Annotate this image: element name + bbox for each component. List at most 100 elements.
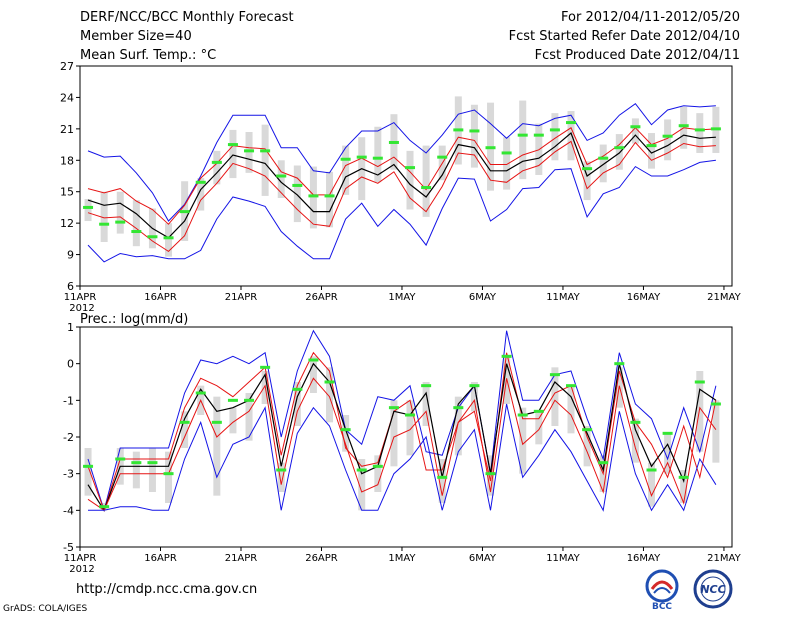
panel1-spread-box: [599, 144, 607, 183]
panel1-y-tick-label: 21: [60, 123, 74, 136]
panel2-marker: [308, 358, 319, 362]
panel1-spread-box: [648, 133, 656, 169]
panel2-spread-box: [84, 448, 92, 496]
panel1-marker: [131, 230, 142, 234]
panel1-marker: [614, 146, 625, 150]
panel2-spread-box: [454, 396, 462, 456]
panel2-marker: [340, 428, 351, 432]
panel2-spread-box: [342, 415, 350, 452]
panel1-marker: [598, 156, 609, 160]
panel2-title: Prec.: log(mm/d): [80, 312, 188, 327]
panel1-marker: [324, 194, 335, 198]
panel2-marker: [356, 468, 367, 472]
panel1-marker: [163, 236, 174, 240]
source-url[interactable]: http://cmdp.ncc.cma.gov.cn: [76, 582, 258, 597]
panel2-spread-box: [664, 433, 672, 474]
panel2-marker: [147, 461, 158, 465]
bcc-logo-text: BCC: [652, 602, 672, 611]
panel2-marker: [566, 384, 577, 388]
panel1-spread-box: [229, 129, 237, 179]
panel1-spread-box: [583, 161, 591, 201]
panel2-spread-box: [229, 407, 237, 434]
panel1-marker: [195, 180, 206, 184]
panel2-marker: [630, 420, 641, 424]
panel2-spread-box: [519, 407, 527, 474]
panel1-marker: [388, 140, 399, 144]
panel2-marker: [292, 387, 303, 391]
forecast-period-label: For 2012/04/11-2012/05/20: [561, 10, 740, 25]
panel2-x-tick-label: 16MAY: [627, 553, 661, 564]
panel1-spread-box: [374, 126, 382, 183]
panel1-spread-box: [519, 100, 527, 180]
panel2-marker: [421, 384, 432, 388]
panel2-marker: [598, 461, 609, 465]
panel2-y-tick-label: -3: [63, 468, 74, 481]
panel1-marker: [356, 155, 367, 159]
panel1-year-label: 2012: [69, 303, 94, 314]
panel1-spread-box: [132, 200, 140, 247]
panel2-y-tick-label: -5: [63, 541, 74, 554]
panel1-marker: [501, 151, 512, 155]
panel1-marker: [340, 157, 351, 161]
panel1-spread-box: [116, 191, 124, 234]
panel2-spread-box: [277, 462, 285, 492]
panel2-spread-box: [680, 470, 688, 503]
panel1-marker: [99, 222, 110, 226]
panel2-ensemble-min-line: [88, 403, 717, 512]
panel1-x-tick-label: 26APR: [305, 292, 338, 303]
panel1-spread-box: [551, 113, 559, 161]
chart-title: DERF/NCC/BCC Monthly Forecast: [80, 10, 294, 25]
panel2-marker: [710, 402, 721, 406]
panel2-marker: [260, 365, 271, 369]
panel1-spread-box: [470, 104, 478, 168]
panel2-spread-box: [293, 382, 301, 426]
panel1-marker: [83, 205, 94, 209]
panel1-spread-box: [245, 132, 253, 173]
produced-date-label: Fcst Produced Date 2012/04/11: [534, 48, 740, 63]
panel1-x-tick-label: 11MAY: [546, 292, 580, 303]
panel1-spread-box: [165, 223, 173, 257]
panel2-marker: [276, 468, 287, 472]
panel2-marker: [646, 468, 657, 472]
panel2-spread-box: [406, 400, 414, 456]
panel2-marker: [405, 413, 416, 417]
panel1-spread-box: [277, 160, 285, 198]
panel1-marker: [115, 220, 126, 224]
panel2-marker: [614, 362, 625, 366]
panel1-ensemble-lower-line: [87, 140, 716, 253]
panel2-marker: [437, 475, 448, 479]
panel2-spread-box: [648, 462, 656, 507]
panel1-marker: [646, 144, 657, 148]
panel2-marker: [195, 391, 206, 395]
panel2-marker: [179, 420, 190, 424]
panel2-y-tick-label: 0: [67, 358, 74, 371]
panel2-marker: [372, 464, 383, 468]
panel1-marker: [517, 133, 528, 137]
panel2-marker: [694, 380, 705, 384]
panel2-spread-box: [132, 451, 140, 489]
panel2-marker: [517, 413, 528, 417]
panel1-marker: [630, 125, 641, 129]
panel1-x-tick-label: 21APR: [225, 292, 258, 303]
panel2-x-tick-label: 1MAY: [388, 553, 416, 564]
panel1-y-tick-label: 27: [60, 60, 74, 73]
panel2-spread-box: [567, 385, 575, 434]
panel1-x-tick-label: 21MAY: [707, 292, 741, 303]
panel1-frame: [79, 65, 733, 287]
panel1-marker: [582, 167, 593, 171]
panel1-marker: [211, 160, 222, 164]
panel2-marker: [533, 409, 544, 413]
panel1-y-tick-label: 24: [60, 91, 74, 104]
bcc-logo: BCC: [645, 569, 679, 611]
panel2-marker: [549, 373, 560, 377]
panel1-spread-box: [342, 145, 350, 195]
panel2-spread-box: [631, 418, 639, 463]
panel1-marker: [260, 149, 271, 153]
panel1-spread-box: [197, 178, 205, 211]
panel1-x-tick-label: 6MAY: [469, 292, 497, 303]
panel1-marker: [421, 186, 432, 190]
panel2-marker: [211, 420, 222, 424]
panel1-spread-box: [664, 119, 672, 161]
panel2-marker: [131, 461, 142, 465]
